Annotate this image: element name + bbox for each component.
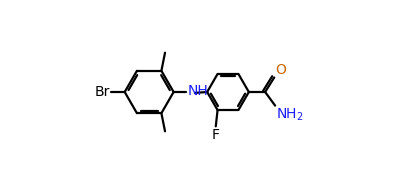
Text: O: O xyxy=(275,63,286,77)
Text: NH: NH xyxy=(187,84,208,98)
Text: NH$_2$: NH$_2$ xyxy=(276,107,304,123)
Text: Br: Br xyxy=(95,85,110,99)
Text: F: F xyxy=(212,128,220,142)
